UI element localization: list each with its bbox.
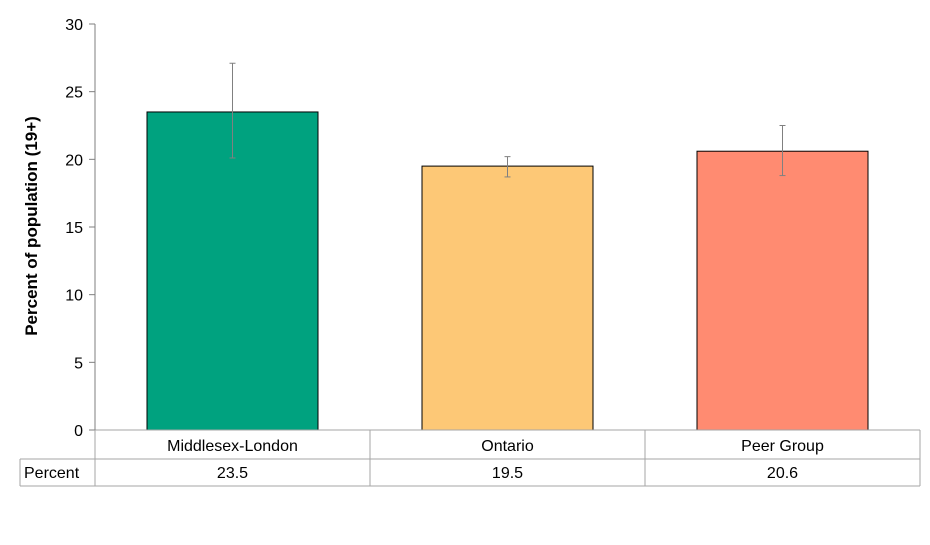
bar bbox=[421, 165, 594, 431]
y-tick-label: 25 bbox=[65, 85, 83, 102]
bars-group bbox=[146, 111, 869, 431]
y-tick-label: 10 bbox=[65, 288, 83, 305]
y-tick-label: 0 bbox=[74, 423, 83, 440]
table-value: 23.5 bbox=[217, 465, 248, 482]
y-tick-label: 5 bbox=[74, 355, 83, 372]
table-value: 19.5 bbox=[492, 465, 523, 482]
category-label: Ontario bbox=[481, 438, 534, 455]
y-axis-label: Percent of population (19+) bbox=[22, 116, 41, 336]
y-tick-label: 20 bbox=[65, 152, 83, 169]
bar bbox=[696, 150, 869, 431]
category-label: Middlesex-London bbox=[167, 438, 298, 455]
error-bars-group bbox=[229, 62, 786, 178]
table-value: 20.6 bbox=[767, 465, 798, 482]
data-table: Middlesex-London Ontario Peer Group Percent… bbox=[19, 429, 921, 487]
table-row-label: Percent bbox=[24, 465, 80, 482]
y-tick-label: 30 bbox=[65, 17, 83, 34]
y-axis-ticks: 0 5 10 15 20 25 30 bbox=[65, 17, 95, 440]
category-label: Peer Group bbox=[741, 438, 824, 455]
y-tick-label: 15 bbox=[65, 220, 83, 237]
bar bbox=[146, 111, 319, 431]
